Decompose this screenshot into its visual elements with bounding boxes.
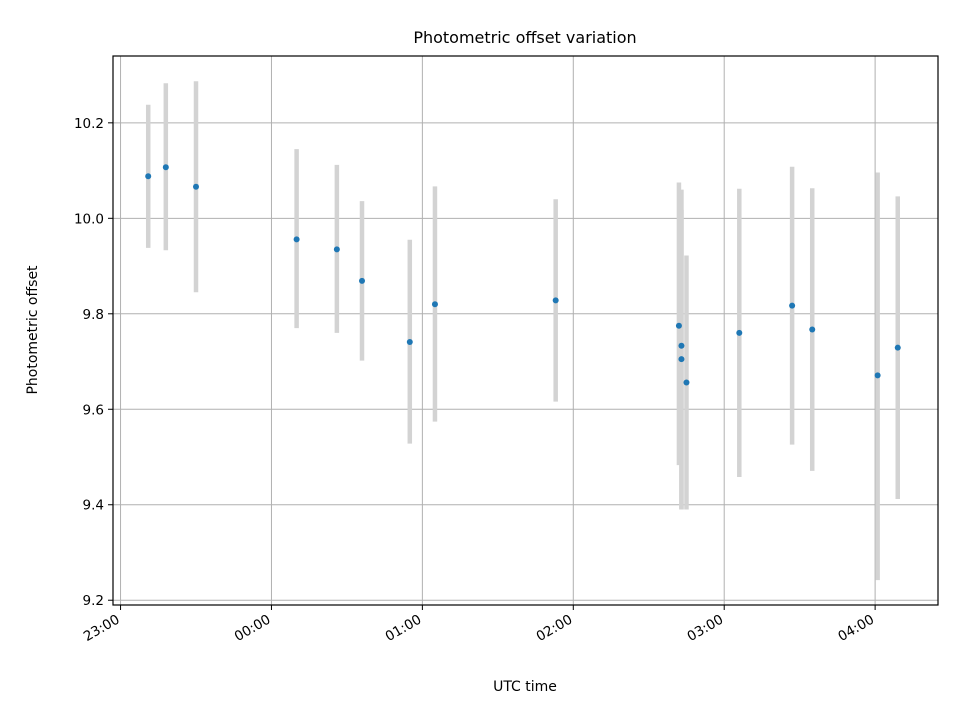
y-tick-label: 10.2 [74, 116, 104, 132]
y-tick-label: 9.6 [83, 402, 104, 418]
grid [113, 56, 938, 605]
data-point [359, 277, 366, 284]
y-tick-label: 9.2 [83, 593, 104, 609]
data-point [193, 183, 200, 190]
data-point [431, 301, 438, 308]
data-point [406, 338, 413, 345]
data-points [145, 164, 901, 386]
y-tick-label: 10.0 [74, 211, 104, 227]
data-point [894, 344, 901, 351]
data-point [736, 329, 743, 336]
data-point [678, 342, 685, 349]
y-axis-ticks: 9.2 9.4 9.6 9.8 10.0 10.2 [74, 116, 113, 609]
y-tick-label: 9.8 [83, 307, 104, 323]
chart-title: Photometric offset variation [413, 28, 636, 47]
data-point [293, 236, 300, 243]
data-point [552, 297, 559, 304]
data-point [789, 302, 796, 309]
data-point [874, 372, 881, 379]
y-tick-label: 9.4 [83, 498, 104, 514]
data-point [809, 326, 816, 333]
data-point [333, 246, 340, 253]
data-point [678, 356, 685, 363]
y-axis-label: Photometric offset [25, 265, 41, 395]
data-point [145, 173, 152, 180]
data-point [683, 379, 690, 386]
x-axis-label: UTC time [493, 679, 557, 695]
data-point [162, 164, 169, 171]
data-point [675, 322, 682, 329]
plot-frame [112, 55, 939, 606]
